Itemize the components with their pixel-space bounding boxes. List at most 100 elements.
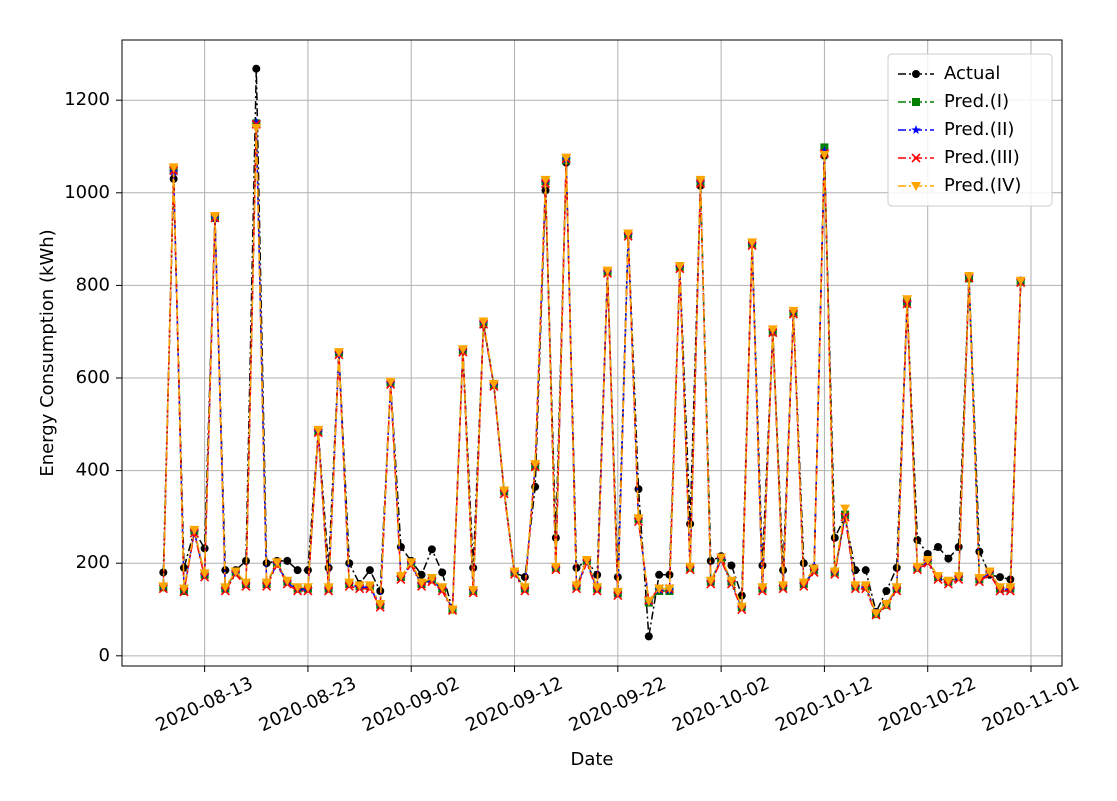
marker [664, 584, 675, 594]
x-tick-label: 2020-09-12 [462, 673, 566, 736]
marker [767, 325, 778, 335]
marker [447, 605, 458, 615]
x-tick-label: 2020-08-13 [153, 673, 257, 736]
marker [881, 599, 892, 609]
marker [396, 543, 405, 552]
marker [395, 572, 406, 582]
marker [324, 563, 333, 572]
x-tick-label: 2020-09-02 [359, 673, 463, 736]
marker [530, 460, 541, 470]
marker [519, 583, 530, 593]
marker [984, 567, 995, 577]
marker [365, 566, 374, 575]
marker [302, 583, 313, 593]
marker [540, 175, 551, 185]
marker [354, 581, 365, 591]
marker [271, 558, 282, 568]
marker [313, 425, 324, 435]
marker [623, 229, 634, 239]
y-tick-label: 200 [76, 552, 110, 573]
marker [705, 576, 716, 586]
marker [944, 554, 953, 563]
marker [189, 525, 200, 535]
marker [819, 150, 830, 160]
marker [911, 153, 921, 163]
series-line [162, 127, 1022, 615]
marker [427, 545, 436, 554]
marker [520, 573, 529, 582]
marker [292, 583, 303, 593]
marker [550, 562, 561, 572]
marker [283, 556, 292, 565]
marker [747, 238, 758, 248]
marker [757, 583, 768, 593]
marker [674, 261, 685, 271]
marker [426, 574, 437, 584]
marker [726, 576, 737, 586]
marker [943, 576, 954, 586]
marker [996, 573, 1005, 582]
marker [912, 98, 920, 106]
marker [912, 562, 923, 572]
y-tick-label: 600 [76, 367, 110, 388]
y-tick-label: 400 [76, 460, 110, 481]
legend-box [887, 53, 1053, 207]
marker [716, 553, 727, 563]
marker [303, 566, 312, 575]
marker [830, 533, 839, 542]
marker [686, 519, 695, 528]
marker [860, 581, 871, 591]
marker [158, 582, 169, 592]
marker [282, 576, 293, 586]
marker [891, 583, 902, 593]
x-tick-label: 2020-11-01 [979, 673, 1083, 736]
marker [902, 295, 913, 305]
marker [168, 163, 179, 173]
marker [644, 632, 653, 641]
legend-label: Pred.(I) [944, 91, 1009, 112]
marker [437, 583, 448, 593]
marker [344, 578, 355, 588]
x-tick-label: 2020-10-22 [876, 673, 980, 736]
marker [923, 549, 932, 558]
marker [975, 547, 984, 556]
marker [850, 581, 861, 591]
marker [964, 272, 975, 282]
legend-label: Actual [944, 63, 1000, 84]
marker [468, 586, 479, 596]
x-tick-label: 2020-10-02 [669, 673, 773, 736]
marker [840, 510, 850, 520]
marker [861, 566, 870, 575]
y-tick-label: 0 [99, 645, 110, 666]
marker [252, 64, 261, 73]
marker [333, 348, 344, 358]
marker [633, 514, 644, 524]
marker [199, 569, 210, 579]
marker [469, 563, 478, 572]
plot-frame [121, 39, 1063, 667]
marker [788, 306, 799, 316]
marker [561, 153, 572, 163]
marker [364, 581, 375, 591]
marker [809, 564, 820, 574]
x-axis-label: Date [570, 749, 613, 770]
legend-label: Pred.(III) [944, 147, 1020, 168]
marker [913, 536, 922, 545]
marker [882, 586, 891, 595]
marker [499, 486, 510, 496]
marker [911, 125, 921, 134]
marker [406, 558, 417, 568]
marker [655, 570, 664, 579]
marker [654, 584, 665, 594]
marker [819, 146, 830, 156]
marker [643, 597, 654, 607]
marker [345, 559, 354, 568]
marker [375, 599, 386, 609]
marker [261, 578, 272, 588]
y-axis-label: Energy Consumption (kWh) [37, 229, 58, 476]
marker [798, 578, 809, 588]
marker [478, 317, 489, 327]
marker [230, 567, 241, 577]
marker [221, 566, 230, 575]
